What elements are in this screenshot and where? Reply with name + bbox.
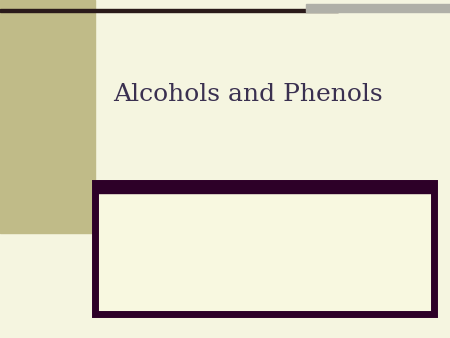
Bar [94,181,434,193]
Text: Alcohols and Phenols: Alcohols and Phenols [112,83,382,106]
Bar [94,183,434,314]
Bar [306,4,450,12]
Bar [0,0,94,233]
Bar [0,9,338,12]
